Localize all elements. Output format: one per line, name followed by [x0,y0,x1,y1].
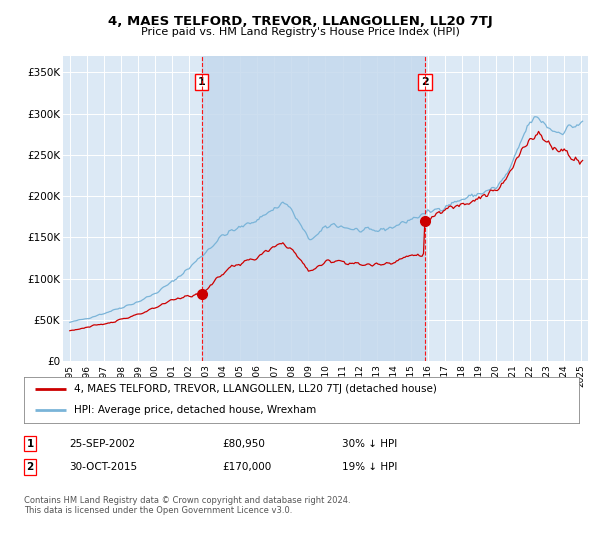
Text: 4, MAES TELFORD, TREVOR, LLANGOLLEN, LL20 7TJ (detached house): 4, MAES TELFORD, TREVOR, LLANGOLLEN, LL2… [74,384,437,394]
Bar [202,56,425,361]
Text: 1: 1 [198,77,205,87]
Text: 2: 2 [26,462,34,472]
Text: HPI: Average price, detached house, Wrexham: HPI: Average price, detached house, Wrex… [74,405,316,416]
Text: Price paid vs. HM Land Registry's House Price Index (HPI): Price paid vs. HM Land Registry's House … [140,27,460,37]
Text: 25-SEP-2002: 25-SEP-2002 [69,438,135,449]
Text: Contains HM Land Registry data © Crown copyright and database right 2024.
This d: Contains HM Land Registry data © Crown c… [24,496,350,515]
Text: £80,950: £80,950 [222,438,265,449]
Text: 30-OCT-2015: 30-OCT-2015 [69,462,137,472]
Text: 19% ↓ HPI: 19% ↓ HPI [342,462,397,472]
Text: 30% ↓ HPI: 30% ↓ HPI [342,438,397,449]
Text: 4, MAES TELFORD, TREVOR, LLANGOLLEN, LL20 7TJ: 4, MAES TELFORD, TREVOR, LLANGOLLEN, LL2… [107,15,493,28]
Text: 1: 1 [26,438,34,449]
Text: 2: 2 [421,77,429,87]
Text: £170,000: £170,000 [222,462,271,472]
